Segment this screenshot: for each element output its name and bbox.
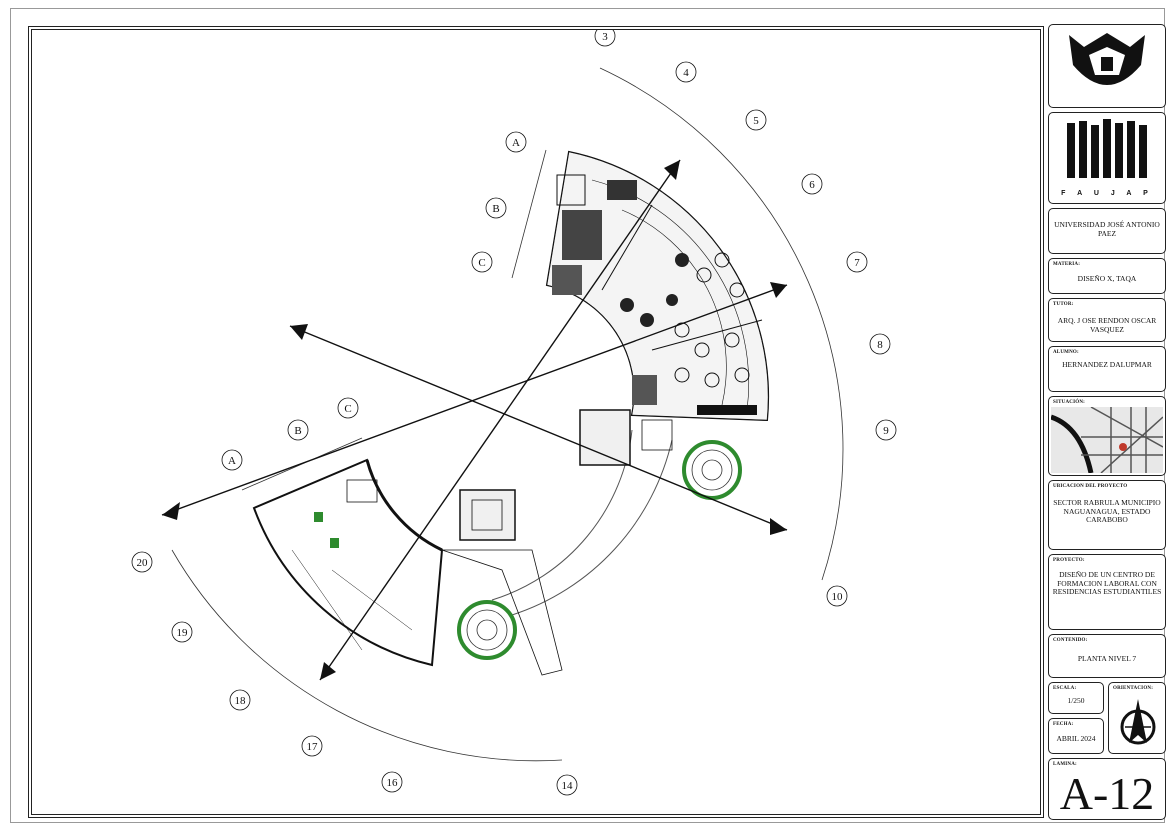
spiral-stair-left xyxy=(457,600,517,660)
axis-19-label: 19 xyxy=(177,627,189,639)
axis-14-label: 14 xyxy=(562,780,574,792)
materia-value: DISEÑO X, TAQA xyxy=(1077,274,1137,283)
axis-7-bubble xyxy=(846,251,868,273)
axis-6-bubble xyxy=(801,173,823,195)
orientacion-box: ORIENTACION: xyxy=(1108,682,1166,754)
axis-16-label: 16 xyxy=(387,777,399,789)
contenido-box: CONTENIDO: PLANTA NIVEL 7 xyxy=(1048,634,1166,678)
crest-logo xyxy=(1069,33,1145,85)
escala-box: ESCALA: 1/250 xyxy=(1048,682,1104,714)
faculty-logo xyxy=(1067,119,1147,178)
axis-top-B-bubble xyxy=(485,197,507,219)
alumno-box: ALUMNO: HERNANDEZ DALUPMAR xyxy=(1048,346,1166,392)
spiral-stair-right xyxy=(682,440,742,500)
axis-6-label: 6 xyxy=(809,179,815,191)
section-line-1 xyxy=(161,284,788,516)
section-arrows xyxy=(162,160,787,680)
situacion-box: SITUACIÓN: xyxy=(1048,396,1166,476)
lower-wing xyxy=(252,458,444,667)
axis-8-label: 8 xyxy=(877,339,883,351)
university-crest-box xyxy=(1048,24,1166,108)
dimension-arc-lower xyxy=(171,549,563,762)
axis-3-bubble xyxy=(594,30,616,47)
axis-20-label: 20 xyxy=(137,557,149,569)
materia-box: MATERIA: DISEÑO X, TAQA xyxy=(1048,258,1166,294)
axis-10-bubble xyxy=(826,585,848,607)
contenido-label: CONTENIDO: xyxy=(1053,638,1088,643)
orientacion-label: ORIENTACION: xyxy=(1113,686,1154,691)
central-tower xyxy=(441,409,673,676)
axis-17-bubble xyxy=(301,735,323,757)
escala-label: ESCALA: xyxy=(1053,686,1077,691)
ubicacion-label: UBICACION DEL PROYECTO xyxy=(1053,484,1128,489)
axis-left-C-bubble xyxy=(337,397,359,419)
ubicacion-box: UBICACION DEL PROYECTO SECTOR RABRULA MU… xyxy=(1048,480,1166,550)
axis-4-label: 4 xyxy=(683,67,689,79)
axis-4-bubble xyxy=(675,61,697,83)
axis-3-label: 3 xyxy=(602,31,608,43)
axis-top-B-label: B xyxy=(492,203,499,215)
escala-value: 1/250 xyxy=(1067,696,1085,705)
axis-16-bubble xyxy=(381,771,403,793)
alumno-value: HERNANDEZ DALUPMAR xyxy=(1062,360,1152,369)
axis-8-bubble xyxy=(869,333,891,355)
situacion-label: SITUACIÓN: xyxy=(1053,400,1086,405)
floor-plan-drawing: 3 4 5 6 7 8 9 10 20 19 18 17 16 14 A B C A B C xyxy=(131,30,897,796)
axis-left-B-label: B xyxy=(294,425,301,437)
fecha-box: FECHA: ABRIL 2024 xyxy=(1048,718,1104,754)
drawing-frame xyxy=(28,26,1044,818)
section-line-2 xyxy=(289,325,788,531)
axis-10-label: 10 xyxy=(832,591,844,603)
axis-left-C-label: C xyxy=(344,403,351,415)
axis-5-bubble xyxy=(745,109,767,131)
proyecto-box: PROYECTO: DISEÑO DE UN CENTRO DE FORMACI… xyxy=(1048,554,1166,630)
axis-18-bubble xyxy=(229,689,251,711)
lamina-label: LAMINA: xyxy=(1053,762,1077,767)
fecha-value: ABRIL 2024 xyxy=(1056,734,1096,743)
fecha-label: FECHA: xyxy=(1053,722,1074,727)
north-arrow-icon xyxy=(1120,699,1156,745)
axis-top-C-bubble xyxy=(471,251,493,273)
proyecto-value: DISEÑO DE UN CENTRO DE FORMACION LABORAL… xyxy=(1052,570,1162,596)
materia-label: MATERIA: xyxy=(1053,262,1081,267)
radial-axis-bubbles: 3 4 5 6 7 8 9 10 20 19 18 17 16 14 xyxy=(131,30,897,796)
letter-axis-bubbles: A B C A B C xyxy=(221,131,527,471)
furniture-clusters xyxy=(552,174,757,415)
upper-wing xyxy=(545,150,770,422)
contenido-value: PLANTA NIVEL 7 xyxy=(1077,654,1137,663)
faculty-logo-box: F A U J A P xyxy=(1048,112,1166,204)
axis-14-bubble xyxy=(556,774,578,796)
section-line-3 xyxy=(319,159,681,681)
axis-top-A-bubble xyxy=(505,131,527,153)
alumno-label: ALUMNO: xyxy=(1053,350,1079,355)
tutor-label: TUTOR: xyxy=(1053,302,1074,307)
ubicacion-value: SECTOR RABRULA MUNICIPIO NAGUANAGUA, EST… xyxy=(1053,498,1161,524)
axis-18-label: 18 xyxy=(235,695,247,707)
axis-20-bubble xyxy=(131,551,153,573)
dimension-arc-outer xyxy=(599,67,844,581)
location-map xyxy=(1051,407,1163,473)
axis-left-A-label: A xyxy=(228,455,236,467)
university-name-box: UNIVERSIDAD JOSÉ ANTONIO PAEZ xyxy=(1048,208,1166,254)
proyecto-label: PROYECTO: xyxy=(1053,558,1085,563)
tutor-box: TUTOR: ARQ. J OSE RENDON OSCAR VASQUEZ xyxy=(1048,298,1166,342)
sheet-number: A-12 xyxy=(1059,768,1155,819)
university-name: UNIVERSIDAD JOSÉ ANTONIO PAEZ xyxy=(1054,220,1160,238)
axis-9-label: 9 xyxy=(883,425,889,437)
axis-19-bubble xyxy=(171,621,193,643)
axis-7-label: 7 xyxy=(854,257,860,269)
axis-9-bubble xyxy=(875,419,897,441)
axis-17-label: 17 xyxy=(307,741,319,753)
axis-5-label: 5 xyxy=(753,115,759,127)
faculty-initials: F A U J A P xyxy=(1061,190,1153,197)
axis-left-B-bubble xyxy=(287,419,309,441)
axis-top-C-label: C xyxy=(478,257,485,269)
tutor-value: ARQ. J OSE RENDON OSCAR VASQUEZ xyxy=(1057,316,1157,334)
axis-left-A-bubble xyxy=(221,449,243,471)
axis-top-A-label: A xyxy=(512,137,520,149)
lamina-box: LAMINA: A-12 xyxy=(1048,758,1166,820)
